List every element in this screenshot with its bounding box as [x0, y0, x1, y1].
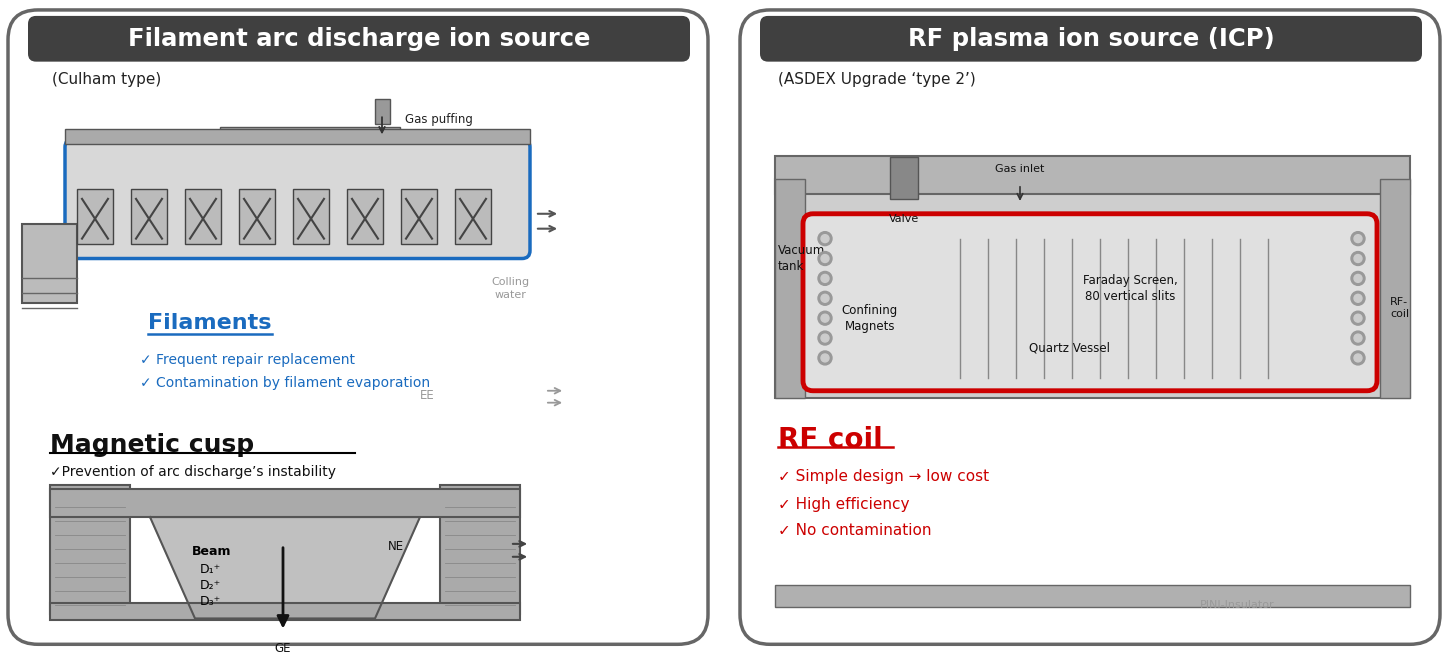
- Bar: [185, 189, 222, 243]
- Bar: [775, 179, 1410, 397]
- Circle shape: [819, 331, 832, 345]
- Circle shape: [1350, 351, 1365, 365]
- Text: ✓ High efficiency: ✓ High efficiency: [778, 497, 910, 512]
- FancyBboxPatch shape: [759, 16, 1421, 62]
- Circle shape: [1350, 232, 1365, 245]
- Circle shape: [822, 314, 829, 322]
- Circle shape: [822, 334, 829, 342]
- Circle shape: [1350, 311, 1365, 325]
- Text: PINI-Insulator: PINI-Insulator: [1200, 599, 1275, 609]
- Bar: [346, 189, 383, 243]
- Circle shape: [1350, 291, 1365, 305]
- Bar: [239, 189, 275, 243]
- Text: ✓ Frequent repair replacement: ✓ Frequent repair replacement: [141, 353, 355, 367]
- Text: Confining
Magnets: Confining Magnets: [842, 304, 898, 333]
- Circle shape: [822, 274, 829, 282]
- Text: Faraday Screen,
80 vertical slits: Faraday Screen, 80 vertical slits: [1082, 274, 1178, 303]
- Circle shape: [819, 232, 832, 245]
- Circle shape: [819, 291, 832, 305]
- Circle shape: [819, 251, 832, 265]
- Circle shape: [1353, 334, 1362, 342]
- Circle shape: [822, 255, 829, 263]
- FancyBboxPatch shape: [65, 139, 530, 259]
- Bar: [220, 127, 400, 139]
- Circle shape: [1353, 314, 1362, 322]
- Text: ✓ Simple design → low cost: ✓ Simple design → low cost: [778, 469, 990, 484]
- Text: RF plasma ion source (ICP): RF plasma ion source (ICP): [907, 27, 1274, 51]
- Circle shape: [819, 272, 832, 286]
- Text: (Culham type): (Culham type): [52, 72, 161, 87]
- Text: D₃⁺: D₃⁺: [200, 595, 222, 607]
- Circle shape: [819, 311, 832, 325]
- FancyBboxPatch shape: [28, 16, 690, 62]
- Text: GE: GE: [275, 642, 291, 655]
- Bar: [775, 179, 806, 397]
- Circle shape: [1350, 251, 1365, 265]
- Bar: [401, 189, 438, 243]
- Polygon shape: [151, 517, 420, 619]
- Bar: [775, 156, 1410, 194]
- Bar: [51, 603, 520, 620]
- Bar: [51, 489, 520, 517]
- Text: Gas puffing: Gas puffing: [406, 113, 472, 126]
- Bar: [440, 485, 520, 615]
- Text: Beam: Beam: [193, 545, 232, 558]
- Text: Quartz Vessel: Quartz Vessel: [1029, 342, 1110, 355]
- Text: Valve: Valve: [888, 214, 919, 224]
- Circle shape: [822, 294, 829, 302]
- Bar: [130, 189, 167, 243]
- Bar: [775, 585, 1410, 607]
- Bar: [890, 157, 919, 199]
- Text: ✓ Contamination by filament evaporation: ✓ Contamination by filament evaporation: [141, 376, 430, 390]
- Circle shape: [1350, 331, 1365, 345]
- Bar: [293, 189, 329, 243]
- Circle shape: [1350, 272, 1365, 286]
- FancyBboxPatch shape: [740, 10, 1440, 644]
- Circle shape: [1353, 235, 1362, 243]
- Circle shape: [819, 351, 832, 365]
- Text: D₁⁺: D₁⁺: [200, 563, 222, 576]
- Bar: [51, 485, 130, 615]
- Text: RF coil: RF coil: [778, 426, 882, 453]
- Text: Gas inlet: Gas inlet: [995, 164, 1045, 174]
- Text: RF-
coil: RF- coil: [1390, 297, 1408, 319]
- Circle shape: [1353, 274, 1362, 282]
- Bar: [1379, 179, 1410, 397]
- FancyBboxPatch shape: [9, 10, 709, 644]
- Bar: [375, 99, 390, 124]
- Text: D₂⁺: D₂⁺: [200, 578, 222, 592]
- Circle shape: [1353, 294, 1362, 302]
- FancyBboxPatch shape: [803, 214, 1377, 391]
- Circle shape: [822, 354, 829, 362]
- Text: EE: EE: [420, 390, 435, 402]
- Bar: [65, 129, 530, 144]
- Circle shape: [822, 235, 829, 243]
- Circle shape: [1353, 354, 1362, 362]
- Text: ✓ No contamination: ✓ No contamination: [778, 523, 932, 538]
- Text: (ASDEX Upgrade ‘type 2’): (ASDEX Upgrade ‘type 2’): [778, 72, 975, 87]
- Text: Magnetic cusp: Magnetic cusp: [51, 432, 254, 457]
- Text: Vacuum
tank: Vacuum tank: [778, 244, 826, 273]
- Text: Filaments: Filaments: [148, 313, 271, 333]
- Text: Colling
water: Colling water: [491, 277, 529, 299]
- Bar: [77, 189, 113, 243]
- Bar: [22, 224, 77, 303]
- Bar: [455, 189, 491, 243]
- Text: NE: NE: [388, 540, 404, 553]
- Circle shape: [1353, 255, 1362, 263]
- Text: ✓Prevention of arc discharge’s instability: ✓Prevention of arc discharge’s instabili…: [51, 465, 336, 479]
- Text: Filament arc discharge ion source: Filament arc discharge ion source: [128, 27, 590, 51]
